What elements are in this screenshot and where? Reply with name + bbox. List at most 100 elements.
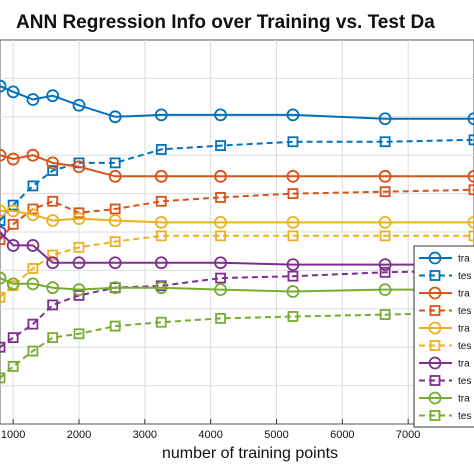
data-point-8-9 <box>378 283 392 297</box>
data-point-4-2 <box>26 208 40 222</box>
data-point-0-0 <box>0 79 7 93</box>
data-point-4-4 <box>72 212 86 225</box>
legend-label-9: tes <box>458 411 471 422</box>
data-point-9-2 <box>27 345 39 357</box>
data-point-8-3 <box>46 281 60 295</box>
data-point-9-4 <box>73 328 85 340</box>
data-point-2-7 <box>214 169 227 183</box>
data-point-0-10 <box>467 112 474 126</box>
chart-title: ANN Regression Info over Training vs. Te… <box>16 12 435 33</box>
series-line-2 <box>0 154 474 178</box>
data-point-6-8 <box>286 258 300 272</box>
data-point-5-3 <box>47 249 59 261</box>
x-axis-ticks: 1000 2000 3000 4000 5000 6000 7000 <box>1 419 420 441</box>
data-point-7-1 <box>7 332 19 344</box>
data-point-6-5 <box>108 256 122 270</box>
data-point-8-1 <box>6 277 20 291</box>
data-point-5-2 <box>27 263 39 274</box>
data-point-0-4 <box>72 98 86 112</box>
data-point-2-8 <box>286 169 300 183</box>
data-point-0-9 <box>378 112 392 126</box>
data-point-9-6 <box>155 316 167 328</box>
data-point-9-9 <box>379 309 391 320</box>
data-point-3-3 <box>47 195 59 207</box>
data-point-3-4 <box>73 207 85 219</box>
data-point-6-1 <box>6 239 20 252</box>
x-tick-label-4: 5000 <box>264 429 288 441</box>
data-point-4-10 <box>467 216 474 229</box>
legend-label-0: tra <box>458 254 470 265</box>
data-point-3-9 <box>379 186 391 198</box>
legend-marker-6 <box>428 356 442 370</box>
data-point-3-0 <box>0 234 6 246</box>
legend-marker-2 <box>428 286 442 300</box>
series-line-4 <box>0 209 474 224</box>
data-point-6-7 <box>214 256 227 270</box>
data-point-2-10 <box>467 169 474 183</box>
data-point-1-8 <box>287 136 299 148</box>
data-point-4-5 <box>108 214 122 227</box>
data-point-0-6 <box>154 108 168 122</box>
data-point-3-6 <box>155 195 167 207</box>
data-point-8-2 <box>26 277 40 291</box>
data-point-4-9 <box>378 215 392 229</box>
series-line-0 <box>0 85 474 120</box>
data-point-0-5 <box>108 110 122 124</box>
data-point-5-8 <box>287 230 299 242</box>
data-point-5-6 <box>155 230 167 242</box>
series-4 <box>0 204 474 229</box>
series-2 <box>0 148 474 183</box>
data-point-3-7 <box>215 192 226 203</box>
data-point-1-3 <box>47 165 59 176</box>
data-point-7-0 <box>0 341 6 353</box>
series-line-9 <box>0 311 474 379</box>
data-point-1-10 <box>468 134 474 146</box>
data-point-1-9 <box>379 136 391 148</box>
data-point-9-8 <box>287 311 299 322</box>
series-line-6 <box>0 231 474 266</box>
data-point-4-7 <box>214 215 227 229</box>
data-point-8-5 <box>108 281 122 295</box>
data-point-3-10 <box>468 184 474 196</box>
legend: tra tes tra tes tra tes tra tes tra tes <box>413 245 474 428</box>
data-point-7-4 <box>73 289 85 301</box>
data-point-1-6 <box>155 144 167 155</box>
series-line-3 <box>0 188 474 241</box>
data-point-7-7 <box>215 272 226 284</box>
legend-label-4: tra <box>458 324 470 335</box>
data-point-7-2 <box>27 318 39 330</box>
legend-marker-3 <box>429 305 441 316</box>
grid-lines <box>0 40 474 424</box>
data-point-3-2 <box>27 203 39 215</box>
legend-label-7: tes <box>458 376 471 387</box>
data-point-1-1 <box>7 199 19 211</box>
legend-label-5: tes <box>458 341 471 352</box>
data-point-2-9 <box>378 169 392 183</box>
data-point-6-3 <box>46 256 60 270</box>
data-point-8-6 <box>154 281 168 295</box>
data-point-2-0 <box>0 148 7 162</box>
data-point-5-9 <box>379 230 391 242</box>
data-point-9-5 <box>109 320 121 332</box>
data-point-1-0 <box>0 215 6 226</box>
legend-marker-7 <box>429 375 441 386</box>
data-point-4-6 <box>154 215 168 229</box>
data-point-2-1 <box>6 152 20 166</box>
legend-label-3: tes <box>458 306 471 317</box>
series-1 <box>0 134 474 226</box>
data-point-5-0 <box>0 291 6 303</box>
x-tick-label-1: 2000 <box>67 429 91 441</box>
legend-marker-0 <box>428 251 442 265</box>
legend-marker-4 <box>428 321 442 335</box>
data-point-9-0 <box>0 372 6 384</box>
data-point-1-5 <box>109 157 121 169</box>
series-5 <box>0 230 474 303</box>
data-point-9-3 <box>47 332 59 344</box>
legend-label-8: tra <box>458 394 470 405</box>
data-point-4-1 <box>6 204 20 218</box>
data-point-0-7 <box>214 108 227 122</box>
legend-marker-1 <box>429 270 441 281</box>
x-axis-label: number of training points <box>162 445 338 462</box>
data-point-7-9 <box>379 266 391 278</box>
x-tick-label-2: 3000 <box>133 429 157 441</box>
